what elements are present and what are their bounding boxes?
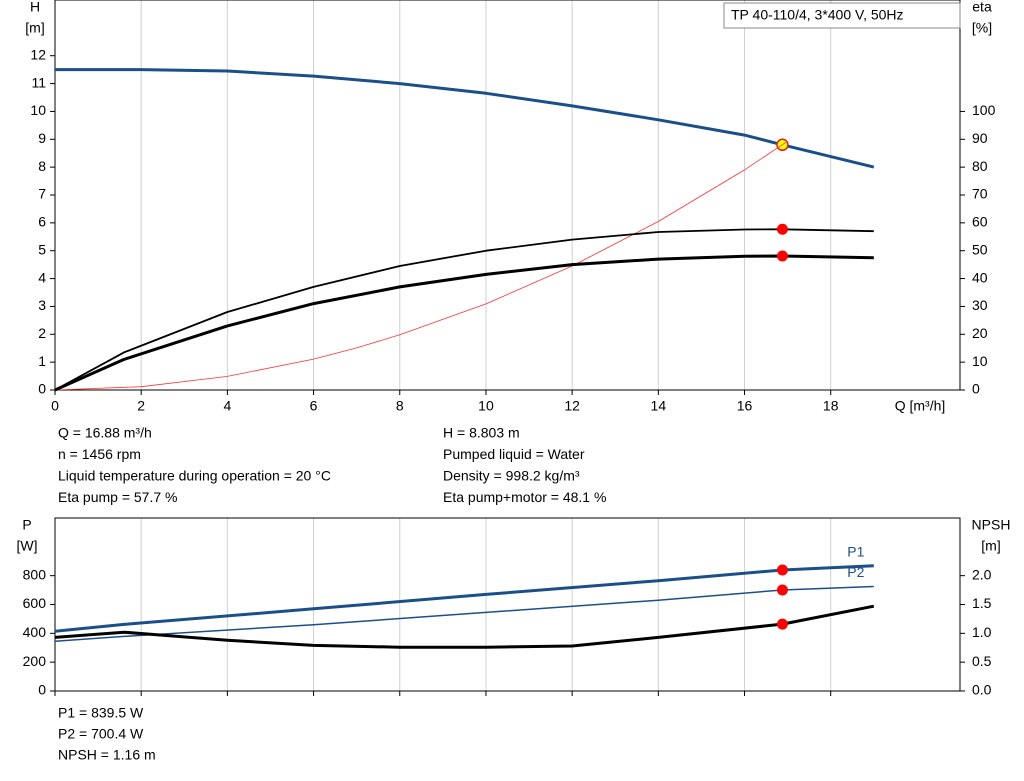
annotation: Eta pump = 57.7 % [58,489,177,505]
y2-tick-label: 70 [972,186,988,202]
y2-tick-label: 50 [972,241,988,257]
y2-tick-label: 0 [972,381,980,397]
x-tick-label: 8 [396,398,404,414]
y2-tick-label: 90 [972,130,988,146]
y2-tick-label: 80 [972,158,988,174]
y2-axis-unit: [m] [981,538,1000,554]
annotation: Pumped liquid = Water [443,446,585,462]
x-tick-label: 14 [651,398,667,414]
curve [55,68,875,169]
operating-point [776,584,788,596]
y-axis-label: P [22,517,31,533]
y-tick-label: 200 [23,653,47,669]
y2-axis-unit: [%] [972,20,992,36]
plot-frame [54,517,961,692]
y2-tick-label: 2.0 [972,566,992,582]
x-tick-label: 4 [223,398,231,414]
curve [54,604,875,649]
y2-tick-label: 100 [972,102,996,118]
y2-axis-label: eta [972,0,992,15]
y2-tick-label: 20 [972,325,988,341]
y-tick-label: 0 [38,381,46,397]
chart-title: TP 40-110/4, 3*400 V, 50Hz [731,7,904,23]
y-tick-label: 5 [38,241,46,257]
y-axis-unit: [m] [25,20,44,36]
y-tick-label: 400 [23,624,47,640]
annotation: P2 = 700.4 W [58,726,144,742]
y2-tick-label: 1.5 [972,595,992,611]
operating-point [776,564,788,576]
annotation: NPSH = 1.16 m [58,747,156,763]
y-tick-label: 7 [38,186,46,202]
y-axis-unit: [W] [17,538,38,554]
y-tick-label: 800 [23,566,47,582]
y-tick-label: 4 [38,269,46,285]
annotation: Eta pump+motor = 48.1 % [443,489,606,505]
annotation: P1 = 839.5 W [58,705,144,721]
annotation: n = 1456 rpm [58,446,141,462]
annotation: Liquid temperature during operation = 20… [58,468,331,484]
y-tick-label: 12 [30,46,46,62]
y-tick-label: 1 [38,353,46,369]
y2-tick-label: 0.0 [972,682,992,698]
series-label: P2 [847,564,864,580]
series-label: P1 [847,543,864,559]
y-tick-label: 9 [38,130,46,146]
operating-point [776,223,788,235]
annotation: Q = 16.88 m³/h [58,425,152,441]
y-axis-label: H [30,0,40,15]
y2-axis-label: NPSH [972,517,1011,533]
y2-tick-label: 40 [972,269,988,285]
y-tick-label: 11 [31,74,46,90]
annotation: Density = 998.2 kg/m³ [443,468,580,484]
y-tick-label: 0 [38,682,46,698]
y2-tick-label: 1.0 [972,624,992,640]
x-tick-label: 16 [737,398,753,414]
x-tick-label: 0 [51,398,59,414]
y2-tick-label: 0.5 [972,653,992,669]
x-tick-label: 6 [310,398,318,414]
curve [54,228,874,391]
operating-point [776,618,788,630]
annotation: H = 8.803 m [443,425,520,441]
x-tick-label: 10 [478,398,494,414]
y-tick-label: 2 [38,325,46,341]
x-tick-label: 12 [564,398,580,414]
y-tick-label: 3 [38,297,46,313]
operating-point [776,250,788,262]
y2-tick-label: 30 [972,297,988,313]
curve [54,140,788,391]
y-tick-label: 10 [30,102,46,118]
y2-tick-label: 60 [972,214,988,230]
x-tick-label: 18 [823,398,839,414]
title-box [723,2,961,29]
x-axis-label: Q [m³/h] [895,398,946,414]
plot-frame [54,0,961,391]
x-tick-label: 2 [137,398,145,414]
y-tick-label: 6 [38,214,46,230]
curve [54,254,874,392]
y-tick-label: 8 [38,158,46,174]
curve [54,564,874,633]
y2-tick-label: 10 [972,353,988,369]
y-tick-label: 600 [23,595,47,611]
